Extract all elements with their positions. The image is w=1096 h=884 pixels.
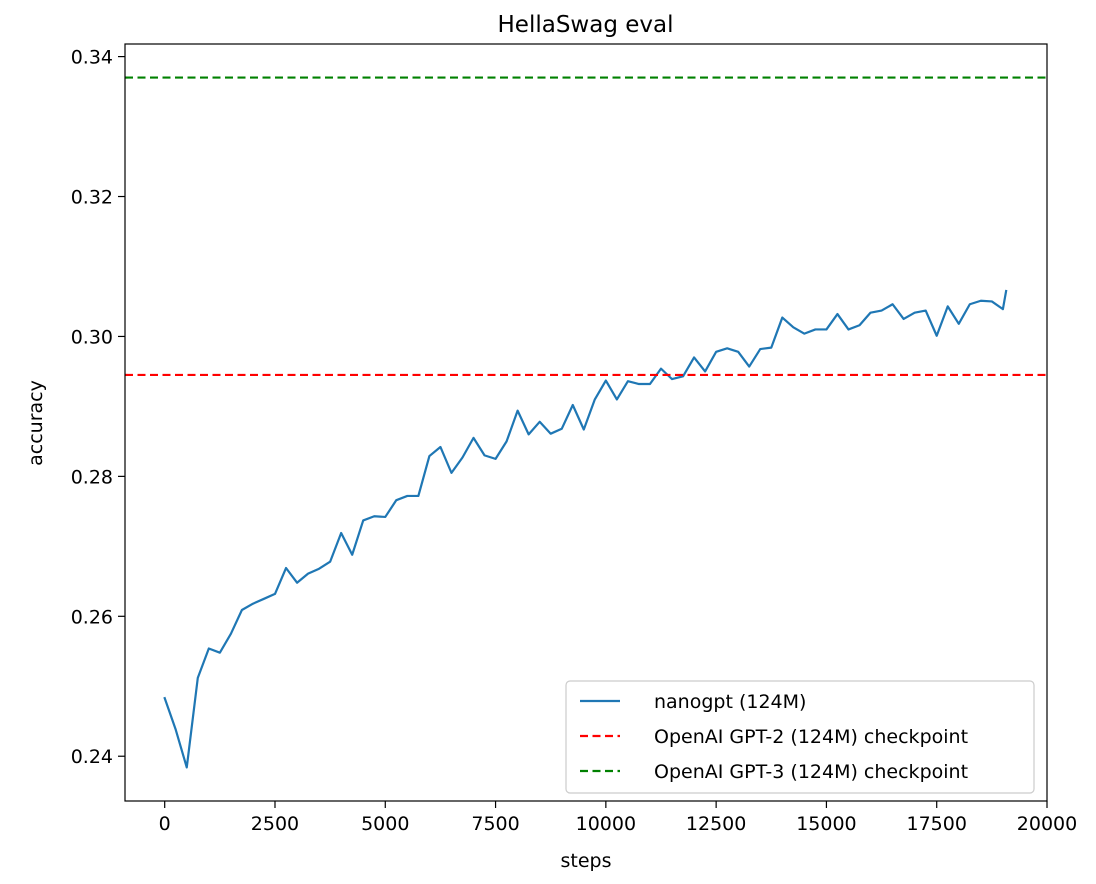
x-tick-label: 7500 — [471, 813, 519, 835]
y-tick-label: 0.32 — [71, 187, 113, 209]
y-axis-label: accuracy — [25, 380, 47, 466]
y-tick-label: 0.34 — [71, 47, 113, 69]
legend-frame — [565, 680, 1035, 794]
chart-title: HellaSwag eval — [498, 12, 674, 38]
x-tick-label: 10000 — [576, 813, 636, 835]
plot-frame — [124, 43, 1048, 802]
legend-label-gpt2: OpenAI GPT-2 (124M) checkpoint — [654, 726, 968, 748]
x-tick-label: 2500 — [251, 813, 299, 835]
x-axis-label: steps — [561, 850, 612, 872]
x-tick-label: 17500 — [906, 813, 966, 835]
y-axis: 0.24 0.26 0.28 0.30 0.32 0.34 — [71, 47, 125, 768]
y-tick-label: 0.28 — [71, 466, 113, 488]
legend-label-gpt3: OpenAI GPT-3 (124M) checkpoint — [654, 761, 968, 783]
x-tick-label: 0 — [159, 813, 171, 835]
legend: nanogpt (124M) OpenAI GPT-2 (124M) check… — [565, 680, 1035, 794]
series-line-nanogpt — [163, 289, 1008, 769]
plot-area — [125, 76, 1047, 769]
x-tick-label: 15000 — [796, 813, 856, 835]
y-tick-label: 0.26 — [71, 606, 113, 628]
y-tick-label: 0.30 — [71, 326, 113, 348]
legend-label-nanogpt: nanogpt (124M) — [654, 691, 806, 713]
x-tick-label: 20000 — [1017, 813, 1077, 835]
x-axis: 0 2500 5000 7500 10000 12500 15000 17500 20000 — [159, 801, 1077, 835]
x-tick-label: 12500 — [686, 813, 746, 835]
y-tick-label: 0.24 — [71, 746, 113, 768]
x-tick-label: 5000 — [361, 813, 409, 835]
